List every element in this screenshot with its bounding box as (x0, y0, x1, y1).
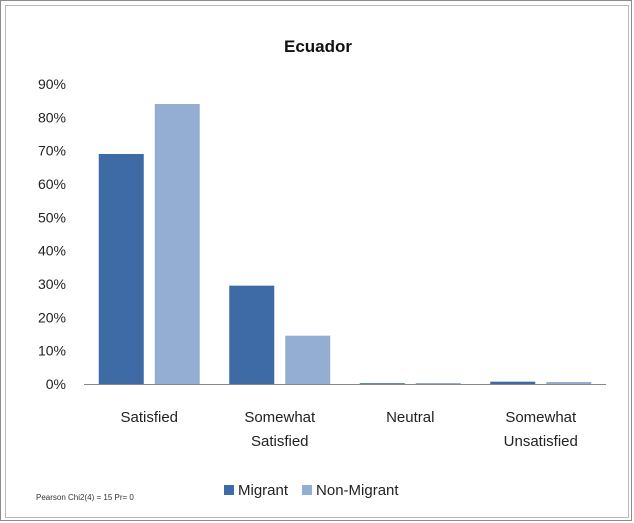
legend-label: Non-Migrant (316, 482, 399, 499)
chart-title: Ecuador (284, 37, 352, 56)
x-category-label: Neutral (386, 409, 434, 426)
bar-non-migrant-3 (546, 382, 592, 384)
y-tick-label: 10% (38, 343, 66, 359)
x-category-label: Somewhat (505, 409, 577, 426)
legend-label: Migrant (238, 482, 289, 499)
legend: Migrant Non-Migrant (224, 482, 399, 499)
bar-migrant-2 (359, 383, 405, 384)
y-tick-label: 70% (38, 143, 66, 159)
x-category-label: Satisfied (251, 433, 309, 450)
y-tick-label: 50% (38, 209, 66, 225)
y-tick-label: 60% (38, 176, 66, 192)
y-tick-label: 20% (38, 309, 66, 325)
legend-swatch (302, 485, 313, 495)
y-tick-label: 40% (38, 243, 66, 259)
pearson-annotation: Pearson Chi2(4) = 15 Pr= 0 (36, 493, 134, 502)
bar-migrant-1 (229, 285, 275, 384)
bar-non-migrant-2 (415, 383, 461, 384)
bar-migrant-3 (490, 381, 536, 384)
x-axis: Satisfied Somewhat Satisfied Neutral Somewha… (84, 384, 606, 450)
x-category-label: Satisfied (120, 409, 178, 426)
x-category-label: Unsatisfied (504, 433, 578, 450)
y-tick-label: 90% (38, 76, 66, 92)
y-tick-label: 0% (46, 376, 66, 392)
chart-inner-border (5, 5, 629, 518)
bar-migrant-0 (98, 154, 144, 384)
y-tick-label: 80% (38, 109, 66, 125)
y-tick-label: 30% (38, 276, 66, 292)
bars (98, 104, 592, 384)
legend-swatch (224, 485, 234, 495)
y-axis: 0% 10% 20% 30% 40% 50% 60% 70% 80% 90% (38, 76, 66, 392)
bar-non-migrant-1 (285, 335, 331, 384)
x-category-label: Somewhat (244, 409, 316, 426)
bar-non-migrant-0 (154, 104, 200, 384)
